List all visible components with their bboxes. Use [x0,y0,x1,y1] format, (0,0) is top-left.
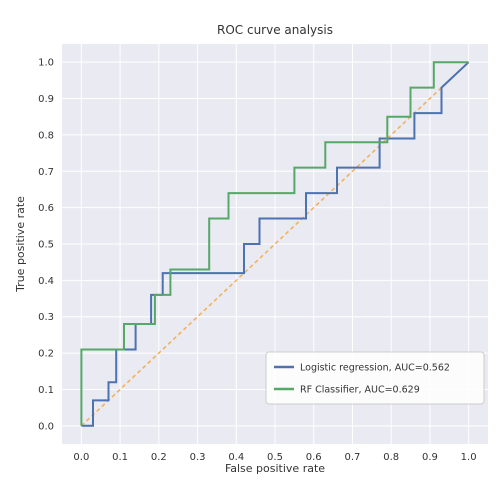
x-tick-label: 0.9 [422,452,438,463]
legend: Logistic regression, AUC=0.562 RF Classif… [265,351,485,405]
y-tick-label: 0.6 [38,203,54,214]
legend-box [265,351,485,405]
roc-series-line-1 [80,61,469,426]
y-tick-label: 0.1 [38,385,54,396]
x-tick-label: 0.6 [306,452,322,463]
x-tick-label: 0.0 [73,452,89,463]
x-axis-label: False positive rate [225,462,325,475]
chart-title: ROC curve analysis [217,23,333,37]
legend-entry: RF Classifier, AUC=0.629 [300,385,420,396]
y-tick-label: 0.4 [38,276,54,287]
y-tick-label: 0.9 [38,94,54,105]
y-tick-label: 0.2 [38,349,54,360]
x-tick-label: 0.2 [151,452,167,463]
x-tick-label: 1.0 [461,452,477,463]
x-tick-label: 0.4 [228,452,244,463]
y-tick-label: 0.8 [38,130,54,141]
y-tick-label: 1.0 [38,58,54,69]
diagonal-reference-line [80,61,470,427]
y-tick-label: 0.3 [38,312,54,323]
y-tick-label: 0.7 [38,167,54,178]
y-axis-label: True positive rate [14,196,27,293]
x-tick-label: 0.5 [267,452,283,463]
x-tick-label: 0.3 [190,452,206,463]
x-tick-label: 0.7 [345,452,361,463]
x-tick-label: 0.1 [112,452,128,463]
roc-series-line-0 [81,61,470,427]
legend-entry: Logistic regression, AUC=0.562 [300,363,450,374]
y-tick-label: 0.0 [38,421,54,432]
tick-labels: 0.0 0.1 0.2 0.3 0.4 0.5 0.6 0.7 0.8 0.9 1.0 0.0 0.1 0… [38,58,476,463]
y-tick-label: 0.5 [38,240,54,251]
x-tick-label: 0.8 [383,452,399,463]
series-layer [80,61,470,427]
